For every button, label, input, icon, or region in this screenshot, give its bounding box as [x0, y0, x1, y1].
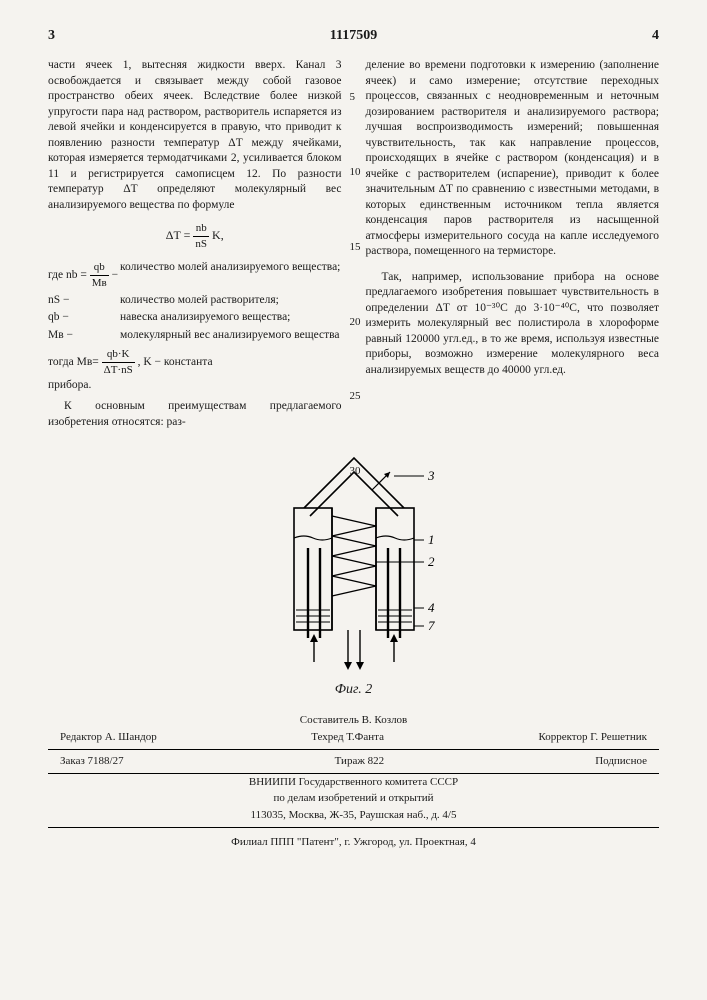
figure-caption: Фиг. 2 — [48, 682, 659, 698]
togda-line: тогда Mв= qb·K ΔT·nS , K − константа — [48, 347, 342, 378]
page-right: 4 — [652, 28, 659, 44]
right-column: 5 10 15 20 25 30 деление во времени подг… — [366, 58, 660, 430]
subscription: Подписное — [595, 753, 647, 770]
left-column: части ячеек 1, вытесняя жидкости вверх. … — [48, 58, 342, 430]
para: К основным преимуществам предлагаемого и… — [48, 399, 342, 430]
para: части ячеек 1, вытесняя жидкости вверх. … — [48, 58, 342, 213]
fig-label-3: 3 — [427, 468, 435, 483]
def-qb: qb − навеска анализируемого вещества; — [48, 310, 342, 326]
order-row: Заказ 7188/27 Тираж 822 Подписное — [48, 749, 659, 774]
tech-editor: Техред Т.Фанта — [311, 729, 384, 746]
def-mv: Mв − молекулярный вес анализируемого вещ… — [48, 328, 342, 344]
page-left: 3 — [48, 28, 55, 44]
def-ns: nS − количество молей растворителя; — [48, 293, 342, 309]
def-nb: где nb = qb Mв − количество молей анализ… — [48, 260, 342, 291]
credits-row: Редактор А. Шандор Техред Т.Фанта Коррек… — [48, 729, 659, 746]
fig-label-2: 2 — [428, 554, 435, 569]
corrector: Корректор Г. Решетник — [538, 729, 647, 746]
pribora: прибора. — [48, 378, 342, 394]
fig-label-4: 4 — [428, 600, 435, 615]
fig-label-7: 7 — [428, 618, 435, 633]
doc-number: 1117509 — [330, 28, 377, 44]
text-columns: части ячеек 1, вытесняя жидкости вверх. … — [48, 58, 659, 430]
compiler: Составитель В. Козлов — [48, 712, 659, 729]
line-numbers: 5 10 15 20 25 30 — [350, 58, 361, 479]
filial: Филиал ППП "Патент", г. Ужгород, ул. Про… — [48, 834, 659, 851]
para: деление во времени подготовки к измерени… — [366, 58, 660, 260]
tirage: Тираж 822 — [335, 753, 385, 770]
fig-label-1: 1 — [428, 532, 435, 547]
page-header: 3 1117509 4 — [48, 28, 659, 44]
para: Так, например, использование прибора на … — [366, 270, 660, 379]
formula-main: ΔT = nb nS K, — [48, 221, 342, 252]
org-block: ВНИИПИ Государственного комитета СССР по… — [48, 774, 659, 829]
editor: Редактор А. Шандор — [60, 729, 157, 746]
imprint-footer: Составитель В. Козлов Редактор А. Шандор… — [48, 712, 659, 851]
order-no: Заказ 7188/27 — [60, 753, 124, 770]
